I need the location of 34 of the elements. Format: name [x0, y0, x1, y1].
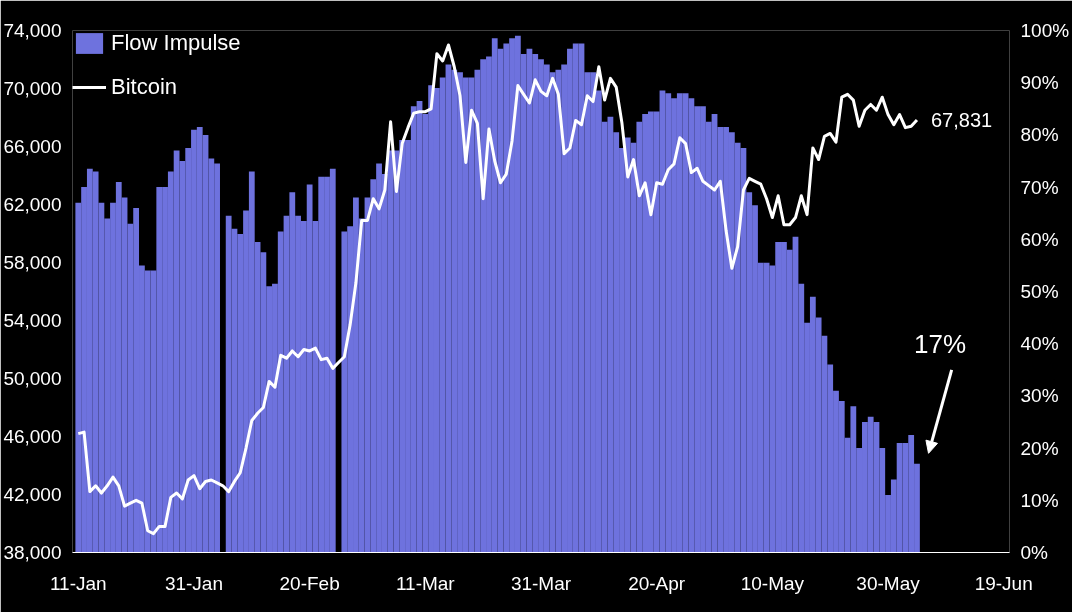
- y2-tick-label: 0%: [1020, 542, 1049, 563]
- y-tick-label: 42,000: [3, 484, 62, 505]
- y2-tick-label: 40%: [1020, 333, 1059, 355]
- y2-tick-label: 30%: [1020, 385, 1059, 407]
- y-tick-label: 58,000: [3, 252, 62, 273]
- y2-tick-label: 90%: [1020, 72, 1059, 94]
- y-tick-label: 38,000: [3, 542, 62, 563]
- y2-tick-label: 60%: [1020, 228, 1059, 250]
- legend-label: Bitcoin: [111, 74, 178, 100]
- y2-tick-label: 70%: [1020, 176, 1059, 198]
- x-tick-label: 11-Mar: [395, 572, 456, 594]
- y2-tick-label: 20%: [1020, 437, 1059, 459]
- x-tick-label: 10-May: [740, 572, 805, 594]
- y-tick-label: 46,000: [3, 426, 62, 447]
- legend-label: Flow Impulse: [111, 30, 241, 56]
- annotation: 17%: [914, 329, 967, 360]
- y-tick-label: 66,000: [3, 136, 62, 157]
- y2-tick-label: 10%: [1020, 489, 1059, 511]
- x-tick-label: 19-Jun: [974, 572, 1033, 594]
- annotation: 67,831: [930, 108, 993, 131]
- y-tick-label: 50,000: [3, 368, 62, 389]
- y2-tick-label: 50%: [1020, 281, 1059, 302]
- x-tick-label: 31-Mar: [510, 572, 572, 594]
- y-tick-label: 54,000: [3, 310, 62, 331]
- x-tick-label: 20-Apr: [628, 572, 686, 594]
- y2-tick-label: 100%: [1020, 20, 1070, 41]
- y-tick-label: 62,000: [3, 194, 62, 215]
- y2-tick-label: 80%: [1020, 124, 1059, 146]
- x-tick-label: 11-Jan: [49, 572, 107, 594]
- y-tick-label: 74,000: [3, 20, 62, 41]
- x-tick-label: 31-Jan: [164, 572, 224, 594]
- x-tick-label: 20-Feb: [279, 572, 340, 594]
- y-tick-label: 70,000: [3, 78, 62, 99]
- x-tick-label: 30-May: [856, 572, 921, 594]
